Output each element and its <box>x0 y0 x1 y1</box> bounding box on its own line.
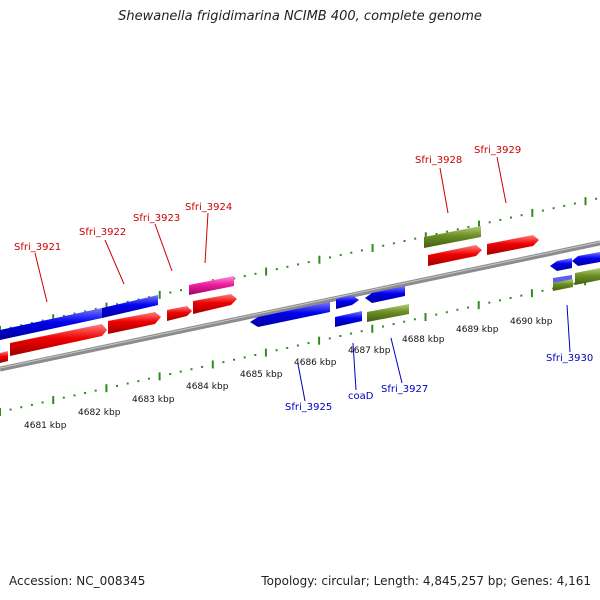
scale-label: 4682 kbp <box>78 408 121 418</box>
gene-feature <box>335 311 362 327</box>
gene-feature <box>487 235 539 255</box>
gene-feature <box>365 286 405 303</box>
scale-labels: 4681 kbp 4682 kbp 4683 kbp 4684 kbp 4685… <box>24 317 553 431</box>
scale-label: 4687 kbp <box>348 346 391 356</box>
gene-label[interactable]: coaD <box>348 391 374 402</box>
gene-feature <box>428 245 482 266</box>
scale-label: 4683 kbp <box>132 395 175 405</box>
gene-feature <box>10 324 107 356</box>
gene-label[interactable]: Sfri_3928 <box>415 155 462 166</box>
gene-feature <box>424 226 481 248</box>
gene-feature <box>108 312 161 334</box>
gene-feature <box>336 295 359 309</box>
label-leaders-top <box>34 156 507 303</box>
blue-genes <box>0 252 600 340</box>
gene-label[interactable]: Sfri_3929 <box>474 145 521 156</box>
olive-genes <box>367 226 600 322</box>
genome-backbone-highlight <box>0 241 600 369</box>
gene-label[interactable]: Sfri_3923 <box>133 213 180 224</box>
gene-labels-bottom: Sfri_3925 coaD Sfri_3927 Sfri_3930 <box>285 353 593 413</box>
scale-label: 4688 kbp <box>402 335 445 345</box>
gene-feature <box>250 302 330 327</box>
gene-feature <box>0 308 102 340</box>
scale-label: 4689 kbp <box>456 325 499 335</box>
accession-text: Accession: NC_008345 <box>9 574 146 588</box>
gene-feature <box>102 295 158 318</box>
gene-label[interactable]: Sfri_3922 <box>79 227 126 238</box>
genome-backbone <box>0 240 600 372</box>
gene-labels-top: Sfri_3921 Sfri_3922 Sfri_3923 Sfri_3924 … <box>14 145 521 253</box>
genome-title: Shewanella frigidimarina NCIMB 400, comp… <box>118 9 482 24</box>
gene-feature <box>0 351 8 363</box>
gene-label[interactable]: Sfri_3930 <box>546 353 593 364</box>
scale-label: 4681 kbp <box>24 421 67 431</box>
scale-label: 4684 kbp <box>186 382 229 392</box>
gene-feature <box>575 268 600 285</box>
gene-feature <box>553 275 572 283</box>
scale-label: 4686 kbp <box>294 358 337 368</box>
gene-feature <box>550 258 572 271</box>
gene-label[interactable]: Sfri_3925 <box>285 402 332 413</box>
gene-feature <box>193 294 237 314</box>
red-genes <box>0 235 539 363</box>
gene-label[interactable]: Sfri_3921 <box>14 242 61 253</box>
gene-label[interactable]: Sfri_3924 <box>185 202 232 213</box>
gene-label[interactable]: Sfri_3927 <box>381 384 428 395</box>
gene-feature <box>553 279 573 291</box>
label-leaders-bottom <box>297 304 571 402</box>
scale-label: 4685 kbp <box>240 370 283 380</box>
gene-feature <box>189 276 234 295</box>
gene-feature <box>367 304 409 322</box>
topology-text: Topology: circular; Length: 4,845,257 bp… <box>261 574 591 588</box>
scale-label: 4690 kbp <box>510 317 553 327</box>
gene-feature <box>572 252 600 266</box>
lower-scale-ticks <box>0 277 597 416</box>
gene-feature <box>167 306 192 321</box>
pink-genes <box>189 276 234 295</box>
